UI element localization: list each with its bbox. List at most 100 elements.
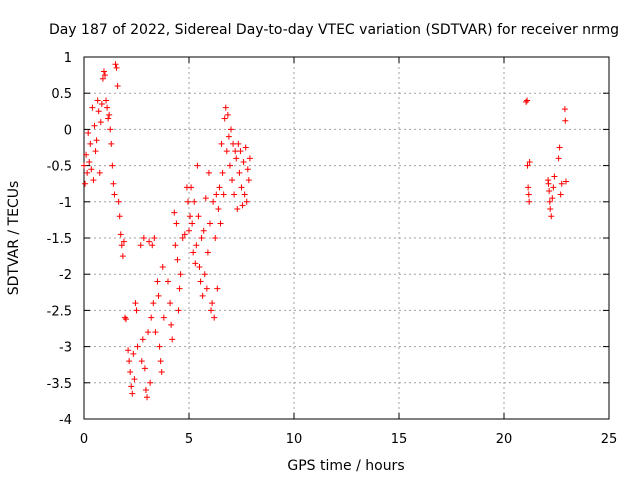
data-point [147, 379, 154, 386]
data-point [169, 336, 176, 343]
data-point [138, 358, 145, 365]
data-point [173, 220, 180, 227]
data-point [186, 227, 192, 234]
data-point [141, 365, 148, 372]
data-point [561, 106, 568, 113]
data-point [526, 198, 533, 205]
data-point [171, 209, 178, 216]
x-tick-label: 5 [185, 432, 193, 447]
data-point [176, 285, 183, 292]
data-point [193, 242, 200, 249]
data-point [209, 300, 216, 307]
data-point [125, 347, 132, 354]
data-point [118, 242, 125, 249]
data-point [133, 307, 140, 314]
data-point [525, 184, 532, 191]
data-point [175, 307, 182, 314]
data-point [204, 249, 211, 256]
data-point [126, 358, 133, 365]
data-point [119, 253, 126, 260]
data-point [202, 195, 209, 202]
data-point [103, 97, 110, 104]
data-point [149, 242, 156, 249]
data-point [208, 307, 215, 314]
y-tick-label: -0.5 [47, 160, 72, 175]
x-axis-label: GPS time / hours [287, 458, 404, 474]
data-point [203, 285, 210, 292]
data-point [160, 314, 167, 321]
data-point [241, 191, 248, 198]
data-point [194, 162, 201, 169]
data-point [545, 180, 552, 187]
x-tick-label: 10 [286, 432, 303, 447]
data-point [181, 231, 188, 238]
data-point [231, 191, 238, 198]
data-point [220, 191, 227, 198]
data-point [152, 329, 159, 336]
data-point [524, 97, 531, 104]
data-point [229, 177, 236, 184]
data-point [211, 314, 218, 321]
data-point [551, 173, 558, 180]
data-point [91, 122, 98, 129]
data-point [99, 75, 106, 82]
data-point [556, 144, 563, 151]
data-point [105, 115, 112, 122]
data-point [111, 191, 118, 198]
data-point [226, 162, 233, 169]
data-point [223, 148, 230, 155]
data-point [215, 206, 222, 213]
data-point [123, 316, 129, 323]
data-point [189, 220, 196, 227]
chart-title: Day 187 of 2022, Sidereal Day-to-day VTE… [49, 22, 619, 38]
data-point [212, 235, 219, 241]
data-point [93, 137, 100, 144]
data-point [144, 394, 150, 401]
data-point [526, 158, 533, 165]
data-point [238, 184, 245, 191]
data-point [108, 140, 115, 147]
data-point [558, 180, 565, 187]
data-point [555, 155, 562, 162]
data-point [236, 169, 243, 176]
x-tick-label: 15 [391, 432, 408, 447]
data-point [81, 162, 87, 169]
data-point [137, 242, 144, 249]
data-point [115, 198, 122, 205]
data-point [95, 108, 102, 115]
data-point [127, 368, 134, 375]
data-point [246, 155, 253, 162]
data-point [120, 238, 127, 245]
data-point [179, 235, 186, 241]
data-point [112, 61, 119, 68]
data-point [148, 314, 155, 321]
data-point [239, 202, 246, 209]
data-point [102, 72, 108, 79]
data-point [225, 133, 232, 140]
data-points [81, 61, 569, 401]
data-point [154, 278, 161, 285]
y-tick-label: -4 [59, 413, 72, 428]
data-point [96, 169, 103, 176]
data-point [550, 184, 557, 191]
data-point [130, 350, 137, 357]
data-point [546, 187, 553, 194]
data-point [88, 166, 95, 173]
data-point [104, 104, 111, 111]
data-point [114, 82, 121, 89]
y-tick-label: -3.5 [47, 377, 72, 392]
data-point [85, 130, 92, 137]
data-point [155, 292, 162, 299]
data-point [177, 271, 184, 278]
data-point [86, 158, 93, 165]
data-point [157, 358, 164, 365]
data-point [199, 292, 206, 299]
data-point [158, 368, 165, 375]
data-point [235, 140, 242, 147]
data-point [107, 126, 114, 133]
data-point [174, 256, 181, 263]
data-point [232, 148, 239, 155]
data-point [562, 117, 569, 124]
data-point [218, 140, 225, 147]
